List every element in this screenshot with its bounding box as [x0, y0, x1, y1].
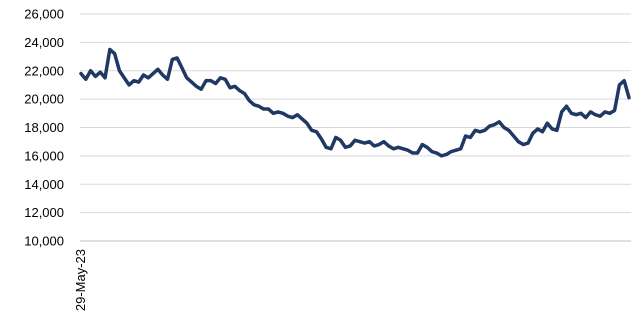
y-tick-label: 18,000: [24, 120, 64, 135]
gridlines: [80, 13, 631, 242]
y-tick-label: 26,000: [24, 7, 64, 22]
x-tick-label: 29-May-23: [73, 249, 88, 311]
y-tick-label: 22,000: [24, 63, 64, 78]
y-tick-label: 24,000: [24, 35, 64, 50]
y-tick-label: 10,000: [24, 234, 64, 249]
y-tick-label: 20,000: [24, 92, 64, 107]
y-tick-label: 12,000: [24, 205, 64, 220]
x-axis-tick-labels: 29-May-23: [73, 249, 88, 311]
y-tick-label: 14,000: [24, 177, 64, 192]
y-axis-tick-labels: 10,000 12,000 14,000 16,000 18,000 20,000 22,0…: [24, 7, 64, 249]
series-line: [79, 47, 631, 158]
y-tick-label: 16,000: [24, 148, 64, 163]
